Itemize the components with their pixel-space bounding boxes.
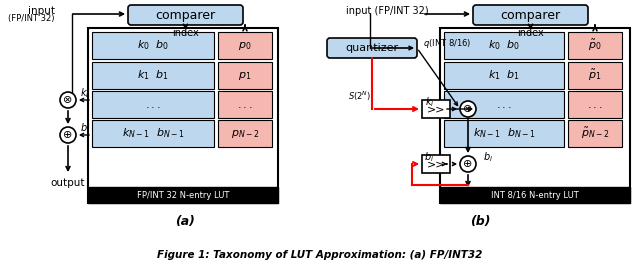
Text: $\tilde{p}_0$: $\tilde{p}_0$ <box>588 38 602 53</box>
Text: $b_i$: $b_i$ <box>483 150 493 164</box>
FancyBboxPatch shape <box>128 5 243 25</box>
Text: $k_{N-1}$  $b_{N-1}$: $k_{N-1}$ $b_{N-1}$ <box>472 127 536 140</box>
Bar <box>568 32 622 59</box>
FancyBboxPatch shape <box>327 38 417 58</box>
Bar <box>92 91 214 118</box>
Text: $k_i$: $k_i$ <box>424 95 434 109</box>
Text: $\tilde{p}_1$: $\tilde{p}_1$ <box>588 68 602 83</box>
Bar <box>568 120 622 147</box>
Bar <box>444 62 564 89</box>
Bar <box>218 91 272 118</box>
Bar <box>88 187 278 203</box>
Bar <box>218 120 272 147</box>
Text: ⊗: ⊗ <box>63 95 73 105</box>
Circle shape <box>460 156 476 172</box>
Text: $S(2^N)$: $S(2^N)$ <box>348 89 372 103</box>
Bar <box>444 91 564 118</box>
Text: output: output <box>451 193 485 203</box>
Text: ⊗: ⊗ <box>463 104 473 114</box>
Text: INT 8/16 N-entry LUT: INT 8/16 N-entry LUT <box>491 191 579 199</box>
Text: input (FP/INT 32): input (FP/INT 32) <box>346 6 428 16</box>
Bar <box>218 62 272 89</box>
Text: $k_{N-1}$  $b_{N-1}$: $k_{N-1}$ $b_{N-1}$ <box>122 127 184 140</box>
Bar <box>92 32 214 59</box>
Text: comparer: comparer <box>156 8 216 21</box>
Bar <box>568 91 622 118</box>
Text: >>: >> <box>427 159 445 169</box>
Text: (FP/INT 32): (FP/INT 32) <box>8 15 55 24</box>
Text: $k_0$  $b_0$: $k_0$ $b_0$ <box>488 38 520 52</box>
Bar <box>440 187 630 203</box>
Bar <box>440 28 630 203</box>
Text: $p_1$: $p_1$ <box>238 69 252 82</box>
Text: $k_0$  $b_0$: $k_0$ $b_0$ <box>137 38 169 52</box>
Bar <box>92 62 214 89</box>
Bar <box>92 120 214 147</box>
Text: >>: >> <box>427 104 445 114</box>
Text: $k_i$: $k_i$ <box>80 86 90 100</box>
Text: $...$: $...$ <box>237 99 253 109</box>
Text: quantizer: quantizer <box>346 43 399 53</box>
Text: $...$: $...$ <box>587 99 603 109</box>
Text: $...$: $...$ <box>145 99 161 109</box>
Text: $b_i$: $b_i$ <box>424 150 434 164</box>
Text: $...$: $...$ <box>496 99 512 109</box>
Text: Figure 1: Taxonomy of LUT Approximation: (a) FP/INT32: Figure 1: Taxonomy of LUT Approximation:… <box>157 250 483 260</box>
Bar <box>422 155 450 173</box>
Text: output: output <box>51 178 85 188</box>
Text: FP/INT 32 N-entry LUT: FP/INT 32 N-entry LUT <box>137 191 229 199</box>
Text: $b_i$: $b_i$ <box>80 121 90 135</box>
Bar <box>218 32 272 59</box>
Text: $k_1$  $b_1$: $k_1$ $b_1$ <box>488 69 520 82</box>
Text: $p_0$: $p_0$ <box>238 40 252 51</box>
Text: index: index <box>172 28 199 38</box>
Bar <box>88 28 278 203</box>
Text: $k_1$  $b_1$: $k_1$ $b_1$ <box>137 69 169 82</box>
Text: input: input <box>28 6 55 16</box>
Bar <box>422 100 450 118</box>
Bar <box>444 32 564 59</box>
FancyBboxPatch shape <box>473 5 588 25</box>
Bar <box>444 120 564 147</box>
Text: $q$(INT 8/16): $q$(INT 8/16) <box>423 37 471 50</box>
Circle shape <box>60 127 76 143</box>
Text: $\tilde{p}_{N-2}$: $\tilde{p}_{N-2}$ <box>580 126 609 141</box>
Text: (b): (b) <box>470 215 490 228</box>
Text: ⊕: ⊕ <box>463 159 473 169</box>
Circle shape <box>460 101 476 117</box>
Bar <box>568 62 622 89</box>
Circle shape <box>60 92 76 108</box>
Text: ⊕: ⊕ <box>63 130 73 140</box>
Text: comparer: comparer <box>500 8 561 21</box>
Text: $p_{N-2}$: $p_{N-2}$ <box>230 127 259 140</box>
Text: index: index <box>517 28 544 38</box>
Text: (a): (a) <box>175 215 195 228</box>
